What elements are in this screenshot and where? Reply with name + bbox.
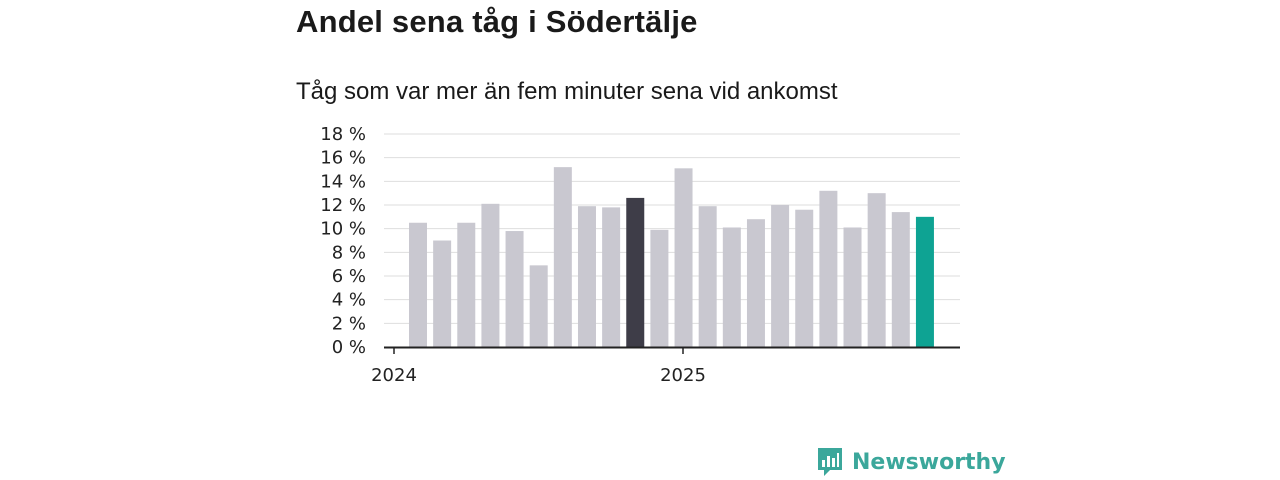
bar [698, 206, 717, 347]
bar [577, 206, 596, 347]
bar [529, 265, 548, 347]
chart-title: Andel sena tåg i Södertälje [296, 4, 698, 39]
y-tick-label: 6 % [332, 266, 366, 287]
bar [457, 222, 476, 347]
brand-name: Newsworthy [852, 449, 1006, 475]
bar [505, 231, 524, 347]
bar [722, 227, 741, 347]
bar [771, 205, 790, 347]
chart-subtitle: Tåg som var mer än fem minuter sena vid … [296, 78, 838, 105]
y-tick-label: 8 % [332, 242, 366, 263]
y-tick-label: 16 % [320, 148, 366, 169]
y-tick-label: 0 % [332, 337, 366, 358]
bar [433, 240, 452, 347]
y-tick-label: 14 % [320, 171, 366, 192]
newsworthy-logo: Newsworthy [816, 446, 1006, 478]
x-tick-label: 2024 [371, 365, 417, 386]
bar [867, 193, 886, 347]
y-tick-label: 4 % [332, 290, 366, 311]
y-tick-label: 10 % [320, 219, 366, 240]
bar [843, 227, 862, 347]
y-tick-label: 2 % [332, 313, 366, 334]
bar [409, 222, 427, 347]
newsworthy-logo-icon [818, 448, 842, 476]
bar [746, 219, 765, 347]
bar [481, 203, 500, 347]
bar [674, 168, 693, 347]
y-tick-label: 12 % [320, 195, 366, 216]
bar [650, 229, 669, 347]
bar [795, 209, 814, 347]
y-tick-label: 18 % [320, 124, 366, 145]
bar [891, 212, 910, 347]
bar [553, 167, 572, 347]
bar [819, 190, 838, 347]
bar [626, 197, 645, 347]
x-tick-label: 2025 [660, 365, 706, 386]
bar [602, 207, 621, 347]
bar [915, 216, 934, 347]
